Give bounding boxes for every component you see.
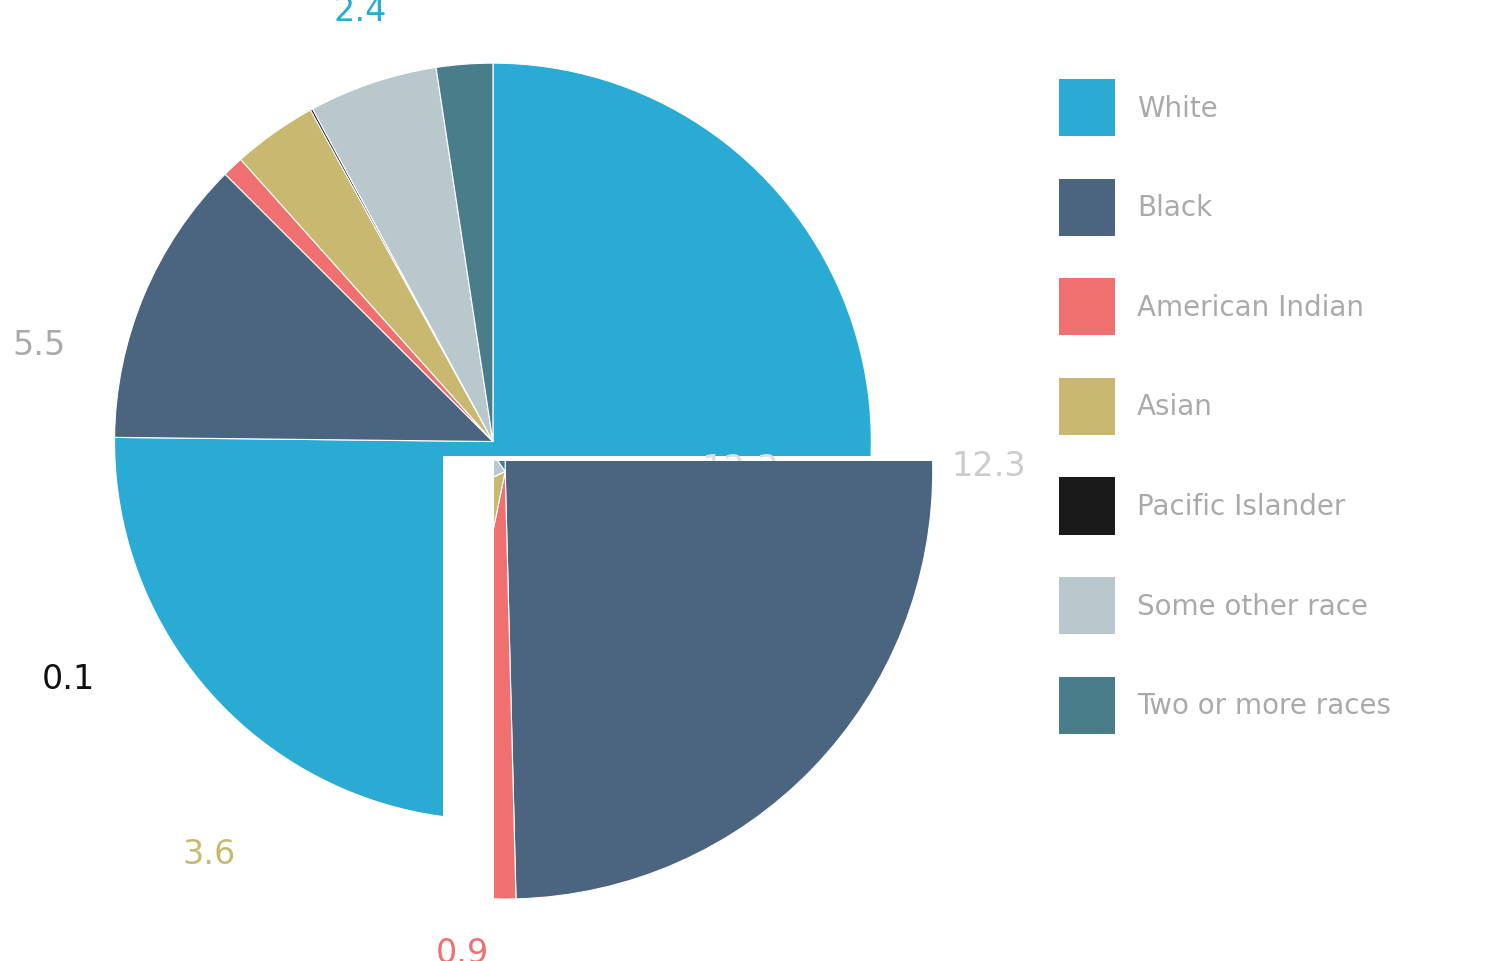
Text: Black: Black [1137,194,1212,222]
Wedge shape [117,472,506,660]
FancyBboxPatch shape [1059,677,1114,734]
Text: Some other race: Some other race [1137,592,1368,620]
Text: 5.5: 5.5 [12,329,66,361]
Wedge shape [506,45,933,899]
Wedge shape [419,472,516,899]
Wedge shape [310,110,494,442]
Text: American Indian: American Indian [1137,293,1364,322]
FancyBboxPatch shape [1059,180,1114,236]
Text: 2.4: 2.4 [334,0,387,28]
Text: Two or more races: Two or more races [1137,691,1390,720]
Text: 12.3: 12.3 [951,450,1026,482]
Text: 0.9: 0.9 [436,936,489,961]
Wedge shape [225,160,494,442]
Wedge shape [114,175,494,442]
Wedge shape [261,45,506,472]
Wedge shape [122,472,506,890]
Text: 0.1: 0.1 [42,662,96,696]
FancyBboxPatch shape [1059,279,1114,336]
Wedge shape [312,68,494,442]
FancyBboxPatch shape [1059,80,1114,137]
Wedge shape [78,121,506,651]
Wedge shape [436,64,494,442]
FancyBboxPatch shape [1059,379,1114,435]
Text: Asian: Asian [1137,393,1214,421]
Text: 3.6: 3.6 [183,837,236,870]
FancyBboxPatch shape [1059,478,1114,535]
Wedge shape [240,111,494,442]
FancyBboxPatch shape [1059,578,1114,634]
Text: 12.3: 12.3 [702,452,778,486]
Text: White: White [1137,94,1218,123]
Text: Pacific Islander: Pacific Islander [1137,492,1346,521]
Text: 75.1: 75.1 [550,556,632,591]
Wedge shape [114,64,872,820]
